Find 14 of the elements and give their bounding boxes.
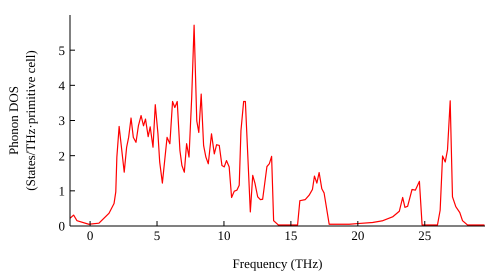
y-tick-label: 3	[58, 113, 65, 128]
x-tick-label: 5	[154, 228, 160, 244]
x-tick-label: 25	[418, 228, 432, 244]
x-tick-label: 0	[86, 228, 94, 244]
y-tick-label: 4	[58, 78, 66, 93]
y-axis-title: Phonon DOS (States/THz·primitive cell)	[6, 50, 38, 191]
y-tick-label: 0	[58, 218, 65, 234]
x-tick-label: 20	[351, 228, 364, 244]
y-tick-label: 5	[58, 42, 65, 58]
x-tick-label: 10	[217, 228, 230, 244]
y-tick-label: 1	[58, 183, 65, 198]
x-tick-label: 15	[284, 228, 298, 244]
x-axis-title: Frequency (THz)	[232, 256, 322, 271]
y-tick-label: 2	[58, 148, 65, 164]
